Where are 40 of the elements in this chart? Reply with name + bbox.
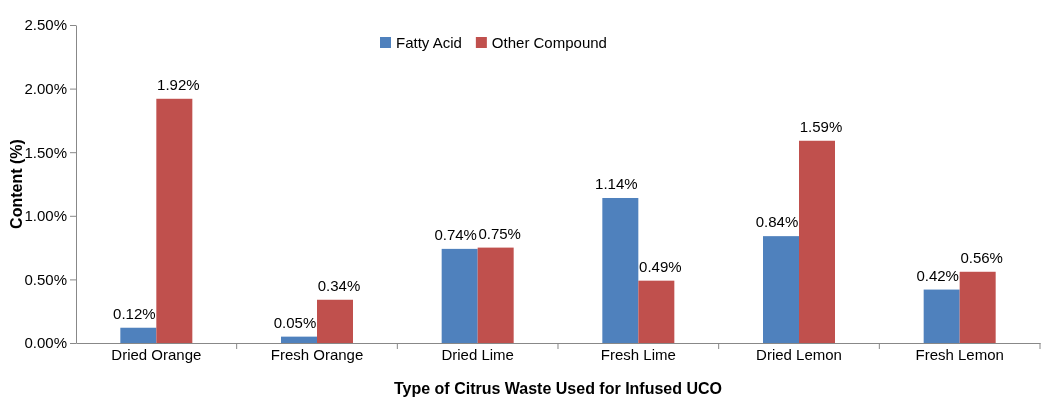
x-tick-label: Fresh Lime: [600, 345, 676, 363]
data-label: 0.49%: [639, 257, 682, 275]
x-tick-label: Dried Lime: [441, 345, 514, 363]
data-label: 0.75%: [478, 224, 521, 242]
y-tick-label: 1.50%: [24, 143, 67, 161]
bar: [799, 140, 835, 343]
data-label: 1.14%: [595, 174, 638, 192]
data-label: 0.56%: [960, 248, 1003, 266]
bar: [638, 280, 675, 343]
bar: [477, 247, 514, 343]
data-label: 0.74%: [434, 225, 477, 243]
bar: [441, 248, 478, 343]
bar: [602, 197, 639, 343]
x-tick-label: Fresh Lemon: [915, 345, 1004, 363]
data-label: 0.42%: [916, 266, 959, 284]
y-tick-label: 1.00%: [24, 207, 67, 225]
legend-label: Other Compound: [491, 34, 607, 51]
bar: [120, 327, 157, 343]
bar: [763, 236, 799, 343]
data-label: 1.59%: [799, 117, 843, 135]
y-tick-label: 0.50%: [24, 270, 67, 288]
data-label: 0.12%: [113, 304, 156, 322]
data-label: 0.34%: [317, 276, 361, 294]
x-axis-title: Type of Citrus Waste Used for Infused UCO: [393, 380, 723, 397]
y-tick-label: 2.50%: [24, 16, 67, 34]
bar: [923, 289, 960, 343]
data-label: 0.84%: [755, 213, 799, 231]
bar: [959, 271, 996, 343]
y-axis-title: Content (%): [8, 139, 25, 229]
x-tick-label: Dried Orange: [111, 345, 202, 363]
legend-label: Fatty Acid: [396, 34, 462, 51]
bar: [317, 299, 353, 343]
y-tick-label: 2.00%: [24, 79, 67, 97]
bar: [156, 98, 193, 343]
x-tick-label: Fresh Orange: [270, 345, 364, 363]
data-label: 1.92%: [157, 75, 200, 93]
y-tick-label: 0.00%: [24, 334, 67, 352]
x-tick-label: Dried Lemon: [756, 345, 842, 363]
data-label: 0.05%: [273, 313, 317, 331]
bar: [281, 336, 317, 343]
